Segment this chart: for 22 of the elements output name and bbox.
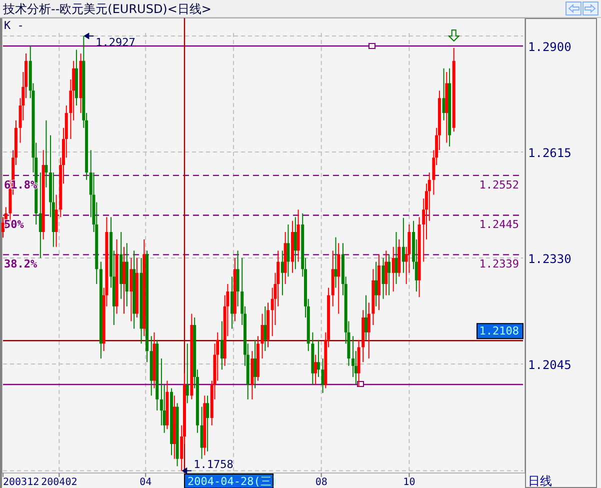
x-tick-label: 10 bbox=[403, 477, 416, 488]
annotation: 1.1758 bbox=[194, 458, 234, 471]
x-tick-label: 04 bbox=[140, 477, 152, 488]
y-tick-label: 1.2900 bbox=[528, 40, 572, 54]
ref-line-label: 1.2445 bbox=[479, 218, 519, 232]
x-tick-label: 200312 bbox=[3, 477, 40, 488]
ref-line-label: 1.2552 bbox=[479, 178, 519, 192]
y-tick-label: 1.2330 bbox=[528, 252, 572, 266]
ref-line-label: 1.2108 bbox=[479, 324, 519, 338]
text: K - bbox=[4, 19, 24, 32]
candlestick bbox=[334, 237, 338, 288]
annotation: 1.2927 bbox=[96, 36, 136, 49]
text: 日线 bbox=[528, 474, 552, 488]
candlestick bbox=[44, 120, 48, 188]
ref-line-label: 1.2339 bbox=[479, 258, 519, 271]
x-tick-label: 08 bbox=[315, 477, 328, 488]
annotation: 38.2% bbox=[4, 258, 38, 271]
chart-title: 技术分析--欧元美元(EURUSD)<日线> bbox=[2, 2, 212, 16]
y-tick-label: 1.2615 bbox=[528, 146, 572, 160]
x-tick-label: 200402 bbox=[41, 477, 78, 488]
ref-line-label: 2004-04-28(三) bbox=[187, 475, 278, 488]
y-tick-label: 1.2045 bbox=[528, 358, 572, 372]
